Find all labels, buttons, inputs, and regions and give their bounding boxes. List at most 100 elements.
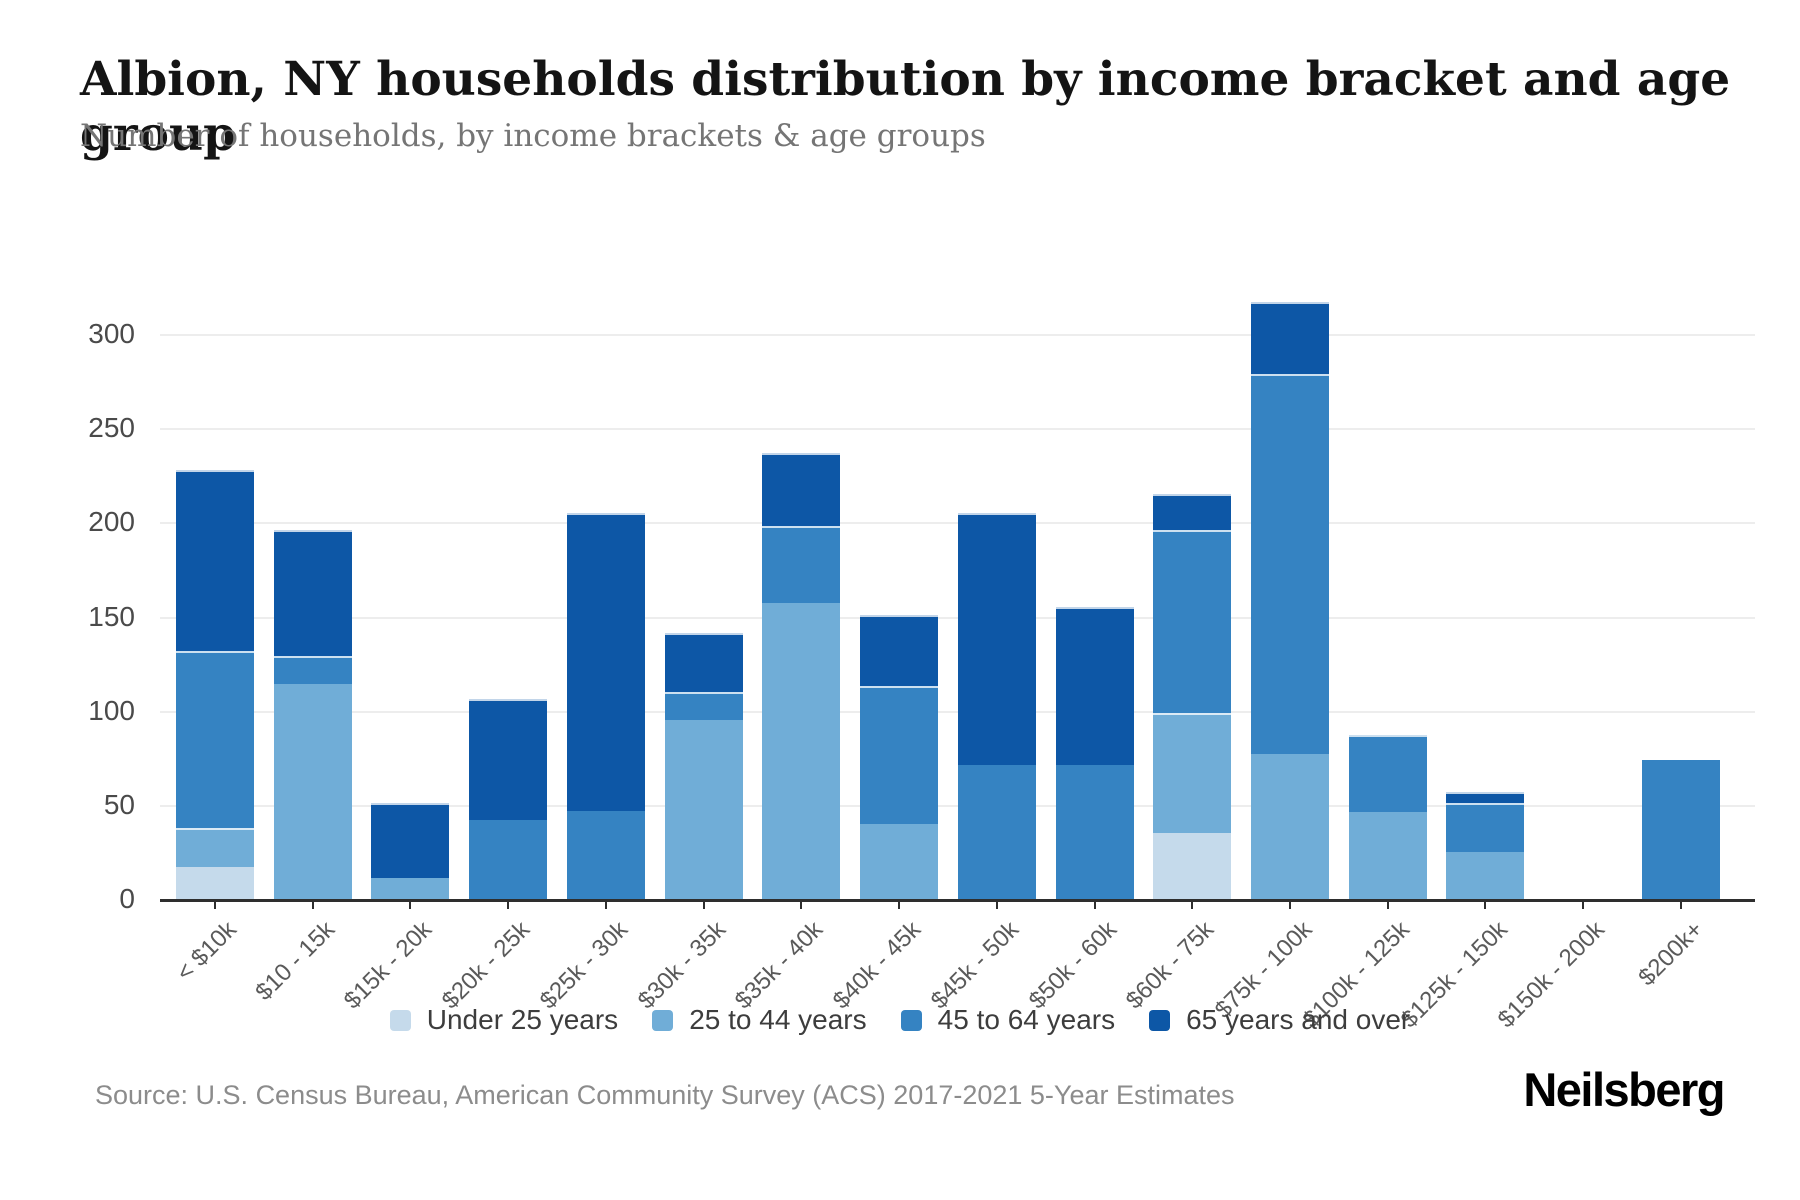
x-axis-tick — [1191, 901, 1194, 909]
bar-segment-25 to 44 years[interactable] — [1348, 812, 1427, 899]
x-axis-tick — [409, 901, 412, 909]
bar-segment-45 to 64 years[interactable] — [860, 686, 939, 824]
source-note: Source: U.S. Census Bureau, American Com… — [95, 1080, 1235, 1110]
x-axis-tick-label: $45k - 50k — [925, 916, 1024, 1015]
neilsberg-logo: Neilsberg — [1523, 1063, 1725, 1116]
legend-label: 25 to 44 years — [689, 1004, 867, 1035]
x-axis-tick — [1093, 901, 1096, 909]
x-axis-tick-label: $30k - 35k — [632, 916, 731, 1015]
legend-item-65 years and over[interactable]: 65 years and over — [1149, 1004, 1410, 1036]
bar-segment-45 to 64 years[interactable] — [762, 526, 841, 604]
y-axis-tick-label: 150 — [88, 600, 135, 632]
bar-$20k - 25k[interactable] — [469, 699, 548, 899]
chart-title: Albion, NY households distribution by in… — [80, 52, 1731, 162]
bar-segment-65 years and over[interactable] — [1446, 791, 1525, 803]
bar-$60k - 75k[interactable] — [1153, 494, 1232, 899]
x-axis-tick — [214, 901, 216, 909]
x-axis-tick — [604, 901, 607, 909]
x-axis-tick — [1582, 901, 1585, 909]
legend-label: 45 to 64 years — [937, 1004, 1116, 1035]
bar-$15k - 20k[interactable] — [371, 803, 450, 899]
y-axis-tick-label: 0 — [119, 883, 135, 914]
bar-segment-65 years and over[interactable] — [176, 469, 254, 651]
gridline-200 — [160, 522, 1755, 525]
bar-$125k - 150k[interactable] — [1446, 791, 1525, 899]
gridline-100 — [160, 710, 1755, 713]
bar-segment-65 years and over[interactable] — [273, 529, 352, 657]
bar-segment-45 to 64 years[interactable] — [176, 650, 254, 828]
x-axis-tick-label: $25k - 30k — [534, 916, 634, 1015]
bar-$45k - 50k[interactable] — [957, 512, 1036, 899]
legend-item-45 to 64 years[interactable]: 45 to 64 years — [900, 1004, 1116, 1036]
x-axis-tick — [898, 901, 901, 909]
x-axis-tick-label: < $10k — [171, 916, 243, 987]
legend-swatch-icon — [389, 1009, 411, 1031]
x-axis-tick-label: $35k - 40k — [730, 916, 829, 1015]
bar-$75k - 100k[interactable] — [1251, 302, 1330, 899]
gridline-250 — [160, 428, 1755, 431]
bar-segment-25 to 44 years[interactable] — [1153, 712, 1232, 834]
y-axis-tick-label: 250 — [88, 412, 135, 444]
bar-segment-45 to 64 years[interactable] — [1251, 373, 1330, 754]
x-axis-tick — [507, 901, 510, 909]
bar-segment-25 to 44 years[interactable] — [860, 823, 939, 899]
x-axis-tick — [1289, 901, 1292, 909]
gridline-150 — [160, 616, 1755, 619]
legend-swatch-icon — [652, 1009, 674, 1031]
bar-segment-25 to 44 years[interactable] — [176, 827, 254, 867]
bar-segment-45 to 64 years[interactable] — [566, 810, 645, 899]
bar-segment-25 to 44 years[interactable] — [664, 720, 743, 899]
bar-segment-45 to 64 years[interactable] — [1446, 802, 1525, 852]
bar-segment-65 years and over[interactable] — [566, 512, 645, 811]
bar-segment-65 years and over[interactable] — [860, 614, 939, 687]
bar-segment-65 years and over[interactable] — [371, 803, 450, 879]
chart-subtitle: Number of households, by income brackets… — [80, 118, 986, 154]
legend-label: 65 years and over — [1186, 1004, 1411, 1035]
x-axis-tick — [1386, 901, 1389, 909]
legend-item-25 to 44 years[interactable]: 25 to 44 years — [652, 1004, 867, 1036]
x-axis-tick — [702, 901, 705, 909]
bar-segment-Under 25 years[interactable] — [176, 867, 254, 899]
bar-$50k - 60k[interactable] — [1055, 607, 1134, 899]
bar-segment-25 to 44 years[interactable] — [273, 684, 352, 899]
legend-item-Under 25 years[interactable]: Under 25 years — [389, 1004, 618, 1036]
x-axis-tick-label: $10 - 15k — [249, 916, 340, 1006]
bar-segment-45 to 64 years[interactable] — [1641, 759, 1720, 899]
bar-$35k - 40k[interactable] — [762, 452, 841, 899]
legend-swatch-icon — [1149, 1009, 1171, 1031]
bar-$10 - 15k[interactable] — [273, 529, 352, 899]
bar-segment-65 years and over[interactable] — [1153, 494, 1232, 530]
bar-$40k - 45k[interactable] — [860, 614, 939, 899]
bar-segment-65 years and over[interactable] — [957, 512, 1036, 766]
bar-segment-25 to 44 years[interactable] — [1446, 851, 1525, 899]
bar-$30k - 35k[interactable] — [664, 633, 743, 899]
bar-segment-65 years and over[interactable] — [1251, 302, 1330, 374]
x-axis-tick — [1679, 901, 1682, 909]
bar-$25k - 30k[interactable] — [566, 512, 645, 899]
bar-$100k - 125k[interactable] — [1348, 735, 1427, 899]
bar-segment-45 to 64 years[interactable] — [957, 765, 1036, 899]
bar-$200k+[interactable] — [1641, 759, 1720, 899]
bar-segment-45 to 64 years[interactable] — [1055, 765, 1134, 899]
bar-segment-45 to 64 years[interactable] — [1153, 529, 1232, 713]
x-axis-tick-label: $15k - 20k — [339, 916, 438, 1015]
y-axis-tick-label: 50 — [103, 788, 135, 820]
gridline-300 — [160, 334, 1755, 336]
bar-segment-Under 25 years[interactable] — [1153, 833, 1232, 899]
x-axis-tick — [1484, 901, 1487, 909]
bar-< $10k[interactable] — [176, 469, 254, 899]
bar-segment-25 to 44 years[interactable] — [371, 878, 450, 899]
bar-segment-45 to 64 years[interactable] — [469, 819, 548, 899]
x-axis-tick-label: $60k - 75k — [1121, 916, 1220, 1015]
bar-segment-65 years and over[interactable] — [469, 699, 548, 820]
bar-segment-45 to 64 years[interactable] — [1348, 735, 1427, 813]
bar-segment-65 years and over[interactable] — [664, 633, 743, 692]
bar-segment-65 years and over[interactable] — [1055, 607, 1134, 766]
bar-segment-25 to 44 years[interactable] — [762, 603, 841, 899]
bar-segment-25 to 44 years[interactable] — [1251, 754, 1330, 899]
bar-segment-65 years and over[interactable] — [762, 452, 841, 527]
bar-segment-45 to 64 years[interactable] — [273, 656, 352, 685]
y-axis-tick-label: 300 — [88, 318, 135, 349]
bar-segment-45 to 64 years[interactable] — [664, 691, 743, 721]
